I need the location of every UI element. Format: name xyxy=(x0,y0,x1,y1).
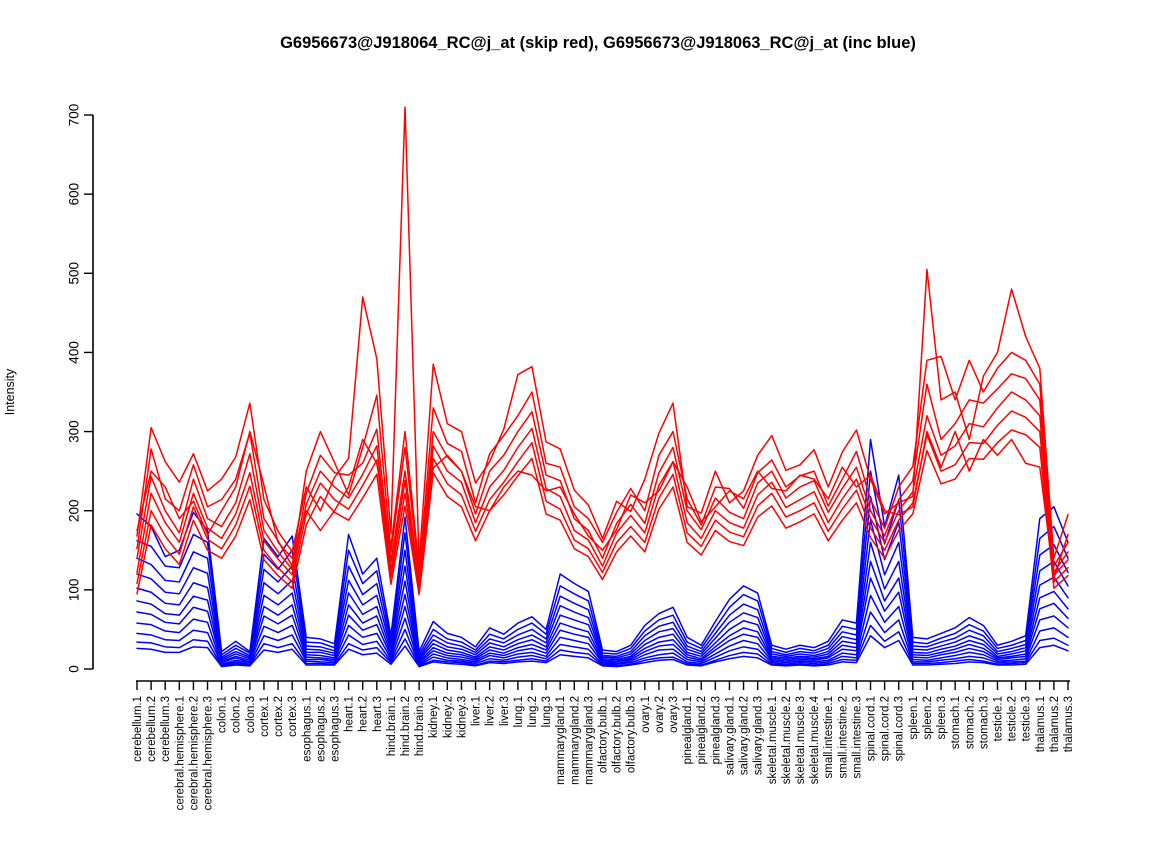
x-tick-label: salivary.gland.3 xyxy=(753,696,765,775)
y-tick-label: 400 xyxy=(67,341,82,364)
series-lines xyxy=(136,106,1069,668)
x-tick-label: esophagus.3 xyxy=(329,696,341,762)
x-tick-label: spinal.cord.1 xyxy=(866,696,878,761)
series-line-skip-6 xyxy=(136,429,1069,596)
series-line-skip-5 xyxy=(136,410,1069,591)
x-tick-label: colon.2 xyxy=(231,696,243,733)
x-tick-label: liver.1 xyxy=(471,696,483,726)
x-tick-label: kidney.3 xyxy=(456,696,468,738)
x-tick-label: skeletal.muscle.4 xyxy=(809,695,821,784)
x-tick-label: spleen.3 xyxy=(936,696,948,739)
x-tick-label: testicle.1 xyxy=(992,696,1004,741)
x-tick-label: spinal.cord.2 xyxy=(880,696,892,761)
x-axis-ticks: cerebellum.1 cerebellum.2 cerebellum.3 cere… xyxy=(132,681,1075,810)
series-line-inc-11 xyxy=(136,635,1069,668)
y-tick-label: 600 xyxy=(67,183,82,206)
x-tick-label: mammarygland.3 xyxy=(583,696,595,785)
x-tick-label: cerebellum.2 xyxy=(146,696,158,762)
x-tick-label: lung.3 xyxy=(541,696,553,727)
x-tick-label: cortex.3 xyxy=(287,696,299,737)
x-tick-label: cerebellum.3 xyxy=(160,696,172,762)
x-tick-label: salivary.gland.2 xyxy=(739,696,751,775)
y-axis-ticks: 0 100 200 300 400 500 600 700 xyxy=(67,104,93,673)
x-tick-label: pinealgland.2 xyxy=(696,696,708,764)
x-tick-label: pinealgland.1 xyxy=(682,696,694,764)
series-line-inc-1 xyxy=(136,438,1069,653)
x-tick-label: lung.2 xyxy=(527,696,539,727)
x-tick-label: pinealgland.3 xyxy=(710,696,722,764)
x-tick-label: kidney.2 xyxy=(442,696,454,738)
x-tick-label: stomach.2 xyxy=(964,696,976,749)
y-tick-label: 200 xyxy=(67,499,82,522)
x-tick-label: cortex.1 xyxy=(259,696,271,737)
x-tick-label: ovary.2 xyxy=(654,696,666,733)
x-tick-label: esophagus.2 xyxy=(315,696,327,762)
x-tick-label: ovary.3 xyxy=(668,696,680,733)
x-tick-label: olfactory.bulb.1 xyxy=(598,696,610,773)
x-tick-label: colon.1 xyxy=(217,696,229,733)
x-tick-label: skeletal.muscle.3 xyxy=(795,696,807,784)
series-line-skip-7 xyxy=(136,430,1069,579)
x-tick-label: thalamus.1 xyxy=(1035,696,1047,752)
x-tick-label: thalamus.3 xyxy=(1063,696,1075,752)
x-tick-label: spleen.1 xyxy=(908,696,920,739)
series-line-skip-1 xyxy=(136,106,1069,563)
x-tick-label: esophagus.1 xyxy=(301,696,313,762)
x-tick-label: small.intestine.1 xyxy=(823,696,835,778)
x-tick-label: spleen.2 xyxy=(922,696,934,739)
x-tick-label: small.intestine.3 xyxy=(851,696,863,778)
x-tick-label: mammarygland.2 xyxy=(569,696,581,785)
series-line-skip-2 xyxy=(136,351,1069,575)
x-tick-label: heart.1 xyxy=(344,696,356,732)
x-tick-label: olfactory.bulb.2 xyxy=(612,696,624,773)
x-tick-label: hind.brain.1 xyxy=(386,696,398,756)
x-tick-label: salivary.gland.1 xyxy=(724,696,736,775)
series-line-skip-3 xyxy=(136,373,1069,583)
y-tick-label: 500 xyxy=(67,262,82,285)
x-tick-label: small.intestine.2 xyxy=(837,696,849,778)
x-tick-label: cerebellum.1 xyxy=(132,696,144,762)
x-tick-label: kidney.1 xyxy=(428,696,440,738)
x-tick-label: hind.brain.3 xyxy=(414,696,426,756)
y-tick-label: 0 xyxy=(67,665,82,673)
x-tick-label: cerebral.hemisphere.1 xyxy=(174,696,186,810)
x-tick-label: thalamus.2 xyxy=(1049,696,1061,752)
x-tick-label: testicle.2 xyxy=(1007,696,1019,741)
x-tick-label: cerebral.hemisphere.3 xyxy=(203,696,215,810)
x-tick-label: heart.3 xyxy=(372,696,384,732)
series-line-inc-2 xyxy=(136,470,1069,656)
y-tick-label: 100 xyxy=(67,579,82,602)
series-line-inc-3 xyxy=(136,495,1069,658)
x-tick-label: colon.3 xyxy=(245,696,257,733)
y-tick-label: 700 xyxy=(67,104,82,127)
x-tick-label: spinal.cord.3 xyxy=(894,696,906,761)
x-tick-label: lung.1 xyxy=(513,696,525,727)
y-tick-label: 300 xyxy=(67,420,82,443)
x-tick-label: stomach.1 xyxy=(950,696,962,749)
x-tick-label: ovary.1 xyxy=(640,696,652,733)
x-tick-label: cortex.2 xyxy=(273,696,285,737)
chart-title: G6956673@J918064_RC@j_at (skip red), G69… xyxy=(280,34,916,52)
x-tick-label: cerebral.hemisphere.2 xyxy=(188,696,200,810)
series-line-skip-4 xyxy=(136,391,1069,587)
x-tick-label: skeletal.muscle.1 xyxy=(767,696,779,784)
x-tick-label: hind.brain.2 xyxy=(400,696,412,756)
series-line-inc-8 xyxy=(136,594,1069,665)
x-tick-label: testicle.3 xyxy=(1021,696,1033,741)
x-tick-label: mammarygland.1 xyxy=(555,696,567,785)
x-tick-label: stomach.3 xyxy=(978,696,990,749)
x-tick-label: skeletal.muscle.2 xyxy=(781,696,793,784)
x-tick-label: liver.2 xyxy=(485,696,497,726)
x-tick-label: heart.2 xyxy=(358,696,370,732)
x-tick-label: olfactory.bulb.3 xyxy=(626,696,638,773)
x-tick-label: liver.3 xyxy=(499,696,511,726)
y-axis-label: Intensity xyxy=(3,368,17,415)
